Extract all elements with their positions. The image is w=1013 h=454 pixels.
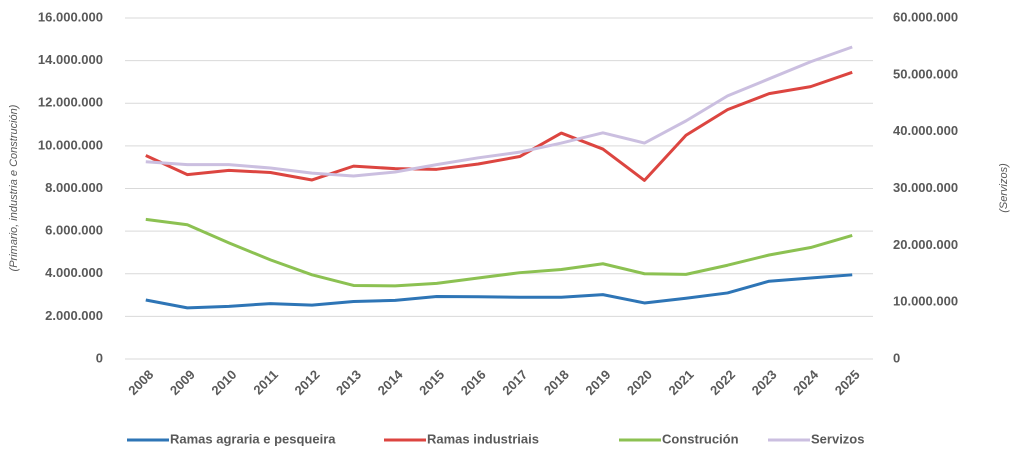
x-tick-label: 2024 — [790, 366, 822, 398]
y-tick-label: 10.000.000 — [38, 137, 103, 152]
y-axis-label: (Primario, industria e Construción) — [8, 104, 20, 271]
y-tick-label: 8.000.000 — [45, 180, 103, 195]
y2-tick-label: 0 — [893, 350, 900, 365]
x-tick-label: 2020 — [624, 367, 655, 398]
y-tick-label: 12.000.000 — [38, 95, 103, 110]
y-tick-label: 14.000.000 — [38, 52, 103, 67]
y2-tick-label: 50.000.000 — [893, 66, 958, 81]
x-tick-label: 2019 — [582, 367, 613, 398]
x-tick-label: 2014 — [375, 366, 407, 398]
y2-tick-label: 30.000.000 — [893, 180, 958, 195]
x-tick-label: 2011 — [250, 367, 281, 398]
x-tick-label: 2015 — [416, 367, 447, 398]
x-tick-label: 2025 — [832, 367, 863, 398]
legend-label: Ramas industriais — [427, 431, 539, 446]
series-line — [145, 273, 853, 310]
x-tick-label: 2013 — [333, 367, 364, 398]
y2-tick-label: 10.000.000 — [893, 294, 958, 309]
x-tick-label: 2022 — [707, 367, 738, 398]
x-tick-label: 2023 — [749, 367, 780, 398]
x-tick-label: 2008 — [125, 367, 156, 398]
x-tick-label: 2018 — [541, 367, 572, 398]
y-tick-label: 16.000.000 — [38, 9, 103, 24]
legend-label: Construción — [662, 431, 739, 446]
x-tick-label: 2017 — [499, 367, 530, 398]
legend-label: Servizos — [811, 431, 864, 446]
y2-tick-label: 60.000.000 — [893, 9, 958, 24]
y2-axis-label: (Servizos) — [998, 163, 1010, 213]
y-tick-label: 0 — [96, 350, 103, 365]
series-line — [145, 70, 853, 182]
y2-tick-label: 40.000.000 — [893, 123, 958, 138]
x-tick-label: 2009 — [167, 367, 198, 398]
series-line — [145, 217, 853, 288]
series-line — [145, 45, 853, 178]
y2-tick-label: 20.000.000 — [893, 237, 958, 252]
y-tick-label: 2.000.000 — [45, 308, 103, 323]
x-tick-label: 2021 — [665, 367, 696, 398]
legend-label: Ramas agraria e pesqueira — [170, 431, 336, 446]
y-tick-label: 4.000.000 — [45, 265, 103, 280]
x-tick-label: 2010 — [208, 367, 239, 398]
x-tick-label: 2012 — [291, 367, 322, 398]
x-tick-label: 2016 — [458, 367, 489, 398]
y-tick-label: 6.000.000 — [45, 223, 103, 238]
